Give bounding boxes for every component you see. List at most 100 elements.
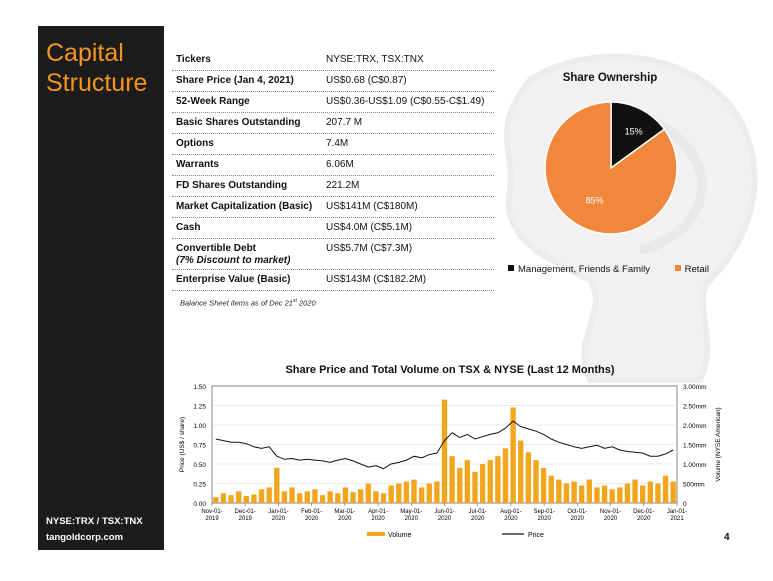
legend-item-management: Management, Friends & Family [508,264,650,275]
volume-bar [510,407,516,503]
y-left-tick-label: 1.00 [193,423,206,430]
x-tick-label: Jul-01- [469,509,487,515]
page-number: 4 [724,532,730,543]
table-row: FD Shares Outstanding 221.2M [172,176,494,197]
y-right-axis-label: Volume (NYSE American) [715,407,722,481]
volume-bar [670,481,676,503]
legend-label: Management, Friends & Family [518,264,650,275]
row-label: Warrants [176,159,219,170]
row-label: Options [176,138,214,149]
x-tick-label-year: 2020 [405,516,419,522]
volume-bar [426,483,432,503]
volume-bar [563,483,570,503]
y-right-tick-label: 2.50mm [683,404,706,411]
volume-bar [396,483,402,503]
volume-bar [495,456,501,503]
legend-label-volume: Volume [388,532,411,539]
y-right-tick-label: 2.00mm [683,423,706,430]
volume-bar [594,487,600,503]
x-tick-label-year: 2020 [571,516,585,522]
volume-bar [640,485,646,503]
volume-bar [274,467,280,503]
y-left-tick-label: 0.00 [193,501,206,508]
volume-bar [365,483,371,503]
volume-bar [251,494,257,503]
table-row: Enterprise Value (Basic) US$143M (C$182.2… [172,270,494,291]
x-tick-label-year: 2021 [670,516,684,522]
y-left-tick-label: 0.75 [193,443,206,450]
volume-bar [289,487,295,503]
volume-bar [434,481,440,503]
volume-bar [236,491,242,503]
title-line-1: Capital [46,39,124,67]
volume-bar [647,481,653,503]
sidebar-website: tangoldcorp.com [46,532,124,543]
volume-bar [586,479,593,503]
row-label: Share Price (Jan 4, 2021) [176,75,294,86]
volume-bar [556,479,562,503]
volume-bar [281,491,288,503]
row-value: 6.06M [326,159,354,170]
x-tick-label: Nov-01- [600,509,621,515]
volume-bar [533,460,539,503]
volume-bar [518,440,524,503]
volume-bar [472,471,478,503]
row-value: 207.7 M [326,117,363,128]
x-tick-label-year: 2020 [272,516,286,522]
x-tick-label: Jun-01- [434,509,454,515]
volume-bar [449,456,455,503]
balance-sheet-note: Balance Sheet items as of Dec 21st 2020 [180,298,316,308]
pie-title: Share Ownership [562,72,658,84]
x-tick-label: Mar-01- [334,509,355,515]
y-left-axis-label: Price (US$ / share) [179,417,186,472]
volume-bar [373,491,379,503]
x-tick-label-year: 2020 [504,516,518,522]
volume-bar [220,493,227,503]
table-row: Share Price (Jan 4, 2021) US$0.68 (C$0.87… [172,71,494,92]
table-row: 52-Week Range US$0.36-US$1.09 (C$0.55-C$1… [172,92,494,113]
volume-bar [624,483,631,503]
table-row: Convertible Debt (7% Discount to market) U… [172,239,494,270]
volume-bar [464,460,471,503]
volume-bar [540,467,547,503]
x-tick-label-year: 2019 [239,516,253,522]
table-row: Market Capitalization (Basic) US$141M (C$… [172,197,494,218]
volume-bar [571,481,577,503]
volume-bar [662,475,669,503]
row-value: 221.2M [326,180,360,191]
row-label: FD Shares Outstanding [176,180,288,191]
sidebar: Capital Structure NYSE:TRX / TSX:TNX tan… [38,26,164,550]
x-tick-label-year: 2020 [371,516,385,522]
legend-label-price: Price [528,532,544,539]
row-label: Convertible Debt [176,243,257,254]
y-right-tick-label: 1.00mm [683,462,706,469]
row-label: Basic Shares Outstanding [176,117,301,128]
title-line-2: Structure [46,69,148,97]
note-text: Balance Sheet items as of Dec 21 [180,298,293,308]
volume-bar [228,495,234,503]
pie-legend: Management, Friends & Family Retail [508,264,731,275]
row-value: US$0.68 (C$0.87) [326,75,407,86]
price-line [215,420,674,470]
volume-bar [304,491,310,503]
volume-bar [380,493,387,503]
row-label: Market Capitalization (Basic) [176,201,313,212]
row-label: Tickers [176,54,211,65]
pie-slice-label-1: 85% [586,195,604,205]
x-tick-label: Oct-01- [567,509,587,515]
x-tick-label: Jan-01- [268,509,288,515]
legend-label: Retail [684,264,709,275]
row-value: US$141M (C$180M) [326,201,418,212]
x-tick-label: Jan-01- [667,509,687,515]
pie-slice-1 [544,101,678,235]
table-row: Basic Shares Outstanding 207.7 M [172,113,494,134]
volume-bar [601,485,608,503]
volume-bar [243,495,249,503]
volume-bar [418,487,425,503]
x-tick-label: Feb-01- [301,509,322,515]
y-right-tick-label: 1.50mm [683,443,706,450]
chart-title: Share Price and Total Volume on TSX & NY… [285,364,615,376]
row-label: Cash [176,222,201,233]
volume-bar [403,481,410,503]
volume-bar [357,489,364,503]
